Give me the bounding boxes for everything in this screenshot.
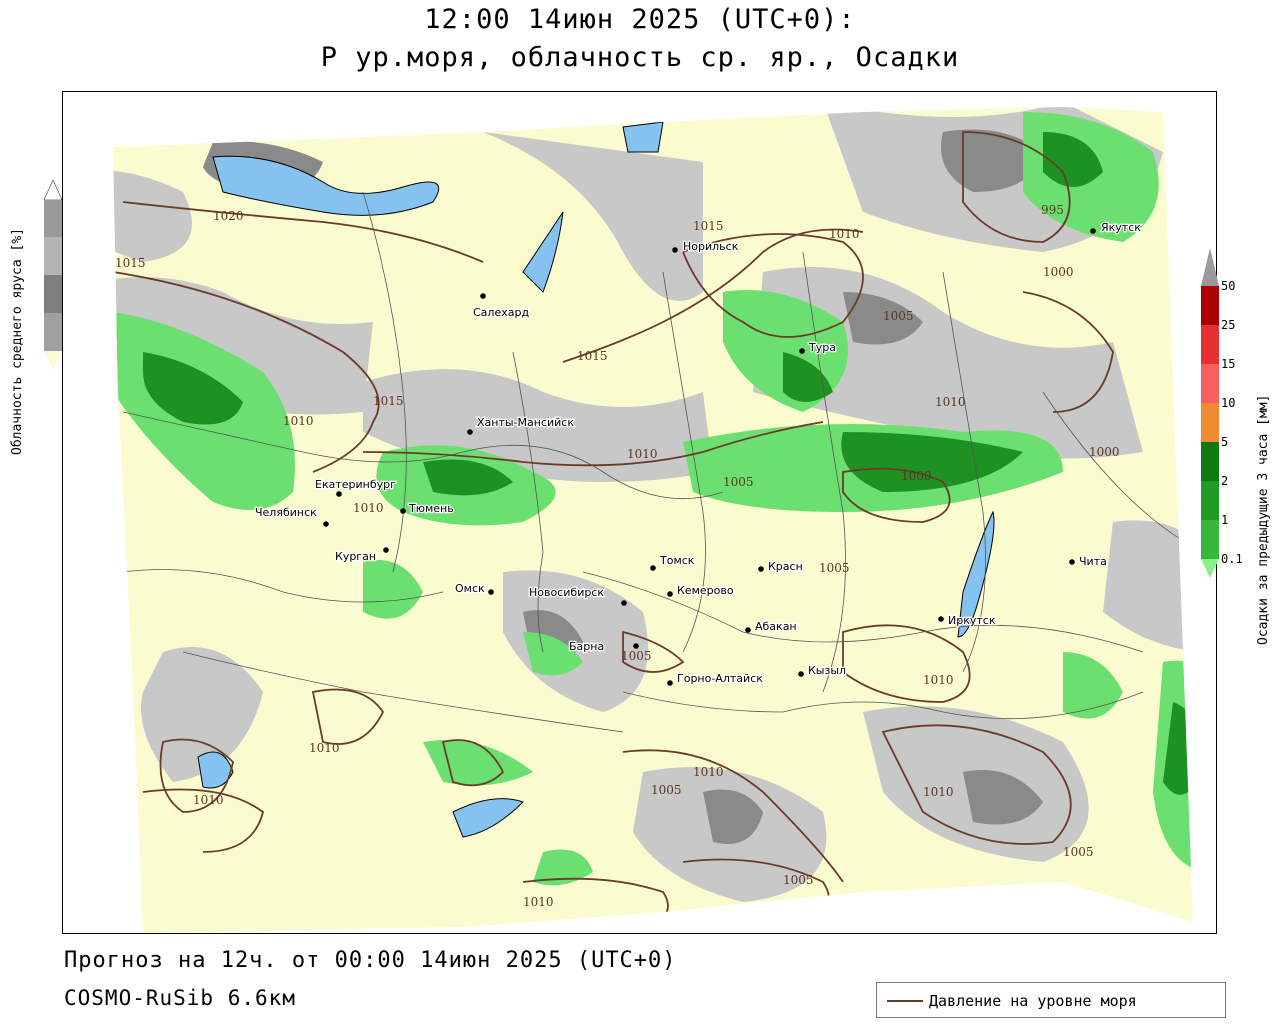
precip-tick: 50 [1221, 279, 1236, 293]
chart-title-line2: P ур.моря, облачность ср. яр., Осадки [320, 42, 960, 73]
city-label: Барна [569, 640, 604, 653]
city-markers: Якутск Норильск Салехард Тура Ханты-Манс… [254, 220, 1143, 687]
regional-borders [122, 191, 1193, 733]
city-dot [488, 589, 494, 595]
city-label: Кемерово [677, 584, 734, 597]
pressure-legend: Давление на уровне моря [876, 982, 1226, 1018]
city-dot [1090, 228, 1096, 234]
city-dot [799, 348, 805, 354]
precip-tick: 2 [1221, 474, 1229, 488]
city-label: Горно-Алтайск [677, 672, 763, 685]
city-dot [745, 627, 751, 633]
city-label: Тура [808, 341, 836, 354]
isobar-label: 1005 [819, 561, 850, 575]
isobar-label: 995 [1041, 203, 1064, 217]
city-dot [1069, 559, 1075, 565]
city-dot [650, 565, 656, 571]
precip-tick: 15 [1221, 357, 1236, 371]
city-label: Красн [768, 560, 803, 573]
city-dot [938, 616, 944, 622]
pressure-legend-label: Давление на уровне моря [929, 992, 1137, 1010]
isobar-label: 1005 [651, 783, 682, 797]
precip-tick: 0.1 [1221, 552, 1243, 566]
isobar-label: 1010 [935, 395, 966, 409]
isobar-label: 1000 [1089, 445, 1120, 459]
city-dot [758, 566, 764, 572]
city-dot [672, 247, 678, 253]
isobar-label: 1005 [883, 309, 914, 323]
isobar-label: 1010 [923, 673, 954, 687]
city-label: Якутск [1101, 221, 1141, 234]
city-label: Екатеринбург [315, 478, 396, 491]
isobar-label: 1000 [901, 469, 932, 483]
isobar-label: 1010 [923, 785, 954, 799]
city-dot [383, 547, 389, 553]
city-label: Ханты-Мансийск [477, 416, 574, 429]
isobar-label: 1005 [783, 873, 814, 887]
pressure-legend-line [887, 1000, 923, 1002]
city-dot [798, 671, 804, 677]
isobar-label: 1005 [723, 475, 754, 489]
city-dot [633, 643, 639, 649]
city-dot [480, 293, 486, 299]
isobar-label: 1010 [283, 414, 314, 428]
isobar-label: 1010 [309, 741, 340, 755]
precip-tick: 10 [1221, 396, 1236, 410]
city-dot [323, 521, 329, 527]
city-label: Курган [335, 550, 376, 563]
isobar-label: 1000 [1043, 265, 1074, 279]
isobar-label: 1010 [829, 227, 860, 241]
isobar-label: 1005 [1063, 845, 1094, 859]
isobar-label: 1010 [693, 765, 724, 779]
city-dot [667, 680, 673, 686]
precip-colorbar [1201, 248, 1219, 578]
model-name: COSMO-RuSib 6.6км [64, 986, 296, 1010]
isobar-label: 1010 [523, 895, 554, 909]
precip-tick: 1 [1221, 513, 1229, 527]
map-canvas: 1020 1015 1015 1015 1010 1010 1015 1010 … [113, 107, 1193, 933]
isobar-label: 1015 [693, 219, 724, 233]
isobar-label: 1015 [373, 394, 404, 408]
city-label: Абакан [755, 620, 797, 633]
city-label: Томск [659, 554, 695, 567]
isobar-label: 1020 [213, 209, 244, 223]
cloud-scale-title: Облачность среднего яруса [%] [10, 228, 25, 455]
precip-scale-title: Осадки за предыдущие 3 часа [мм] [1256, 394, 1271, 645]
city-label: Салехард [473, 306, 529, 319]
city-dot [667, 591, 673, 597]
city-dot [621, 600, 627, 606]
pressure-isobars [113, 131, 1114, 933]
isobar-label: 1015 [577, 349, 608, 363]
city-label: Чита [1079, 555, 1107, 568]
city-label: Норильск [683, 240, 739, 253]
city-label: Иркутск [948, 614, 996, 627]
city-dot [336, 491, 342, 497]
isobar-label: 1010 [193, 793, 224, 807]
city-dot [400, 508, 406, 514]
chart-title-line1: 12:00 14июн 2025 (UTC+0): [424, 4, 856, 35]
isobar-label: 1005 [621, 649, 652, 663]
isobar-label: 1010 [353, 501, 384, 515]
precip-tick: 5 [1221, 435, 1229, 449]
precip-tick: 25 [1221, 318, 1236, 332]
city-label: Челябинск [255, 506, 317, 519]
forecast-info: Прогноз на 12ч. от 00:00 14июн 2025 (UTC… [64, 948, 677, 973]
isobar-labels: 1020 1015 1015 1015 1010 1010 1015 1010 … [115, 203, 1120, 909]
forecast-map[interactable]: 1020 1015 1015 1015 1010 1010 1015 1010 … [62, 91, 1217, 934]
city-label: Кызыл [808, 664, 846, 677]
city-label: Тюмень [408, 502, 454, 515]
city-label: Новосибирск [529, 586, 604, 599]
cloud-colorbar [44, 180, 62, 370]
isobar-label: 1015 [115, 256, 146, 270]
isobar-label: 1010 [627, 447, 658, 461]
city-dot [467, 429, 473, 435]
cloud-cover [113, 107, 1193, 902]
city-label: Омск [455, 582, 485, 595]
